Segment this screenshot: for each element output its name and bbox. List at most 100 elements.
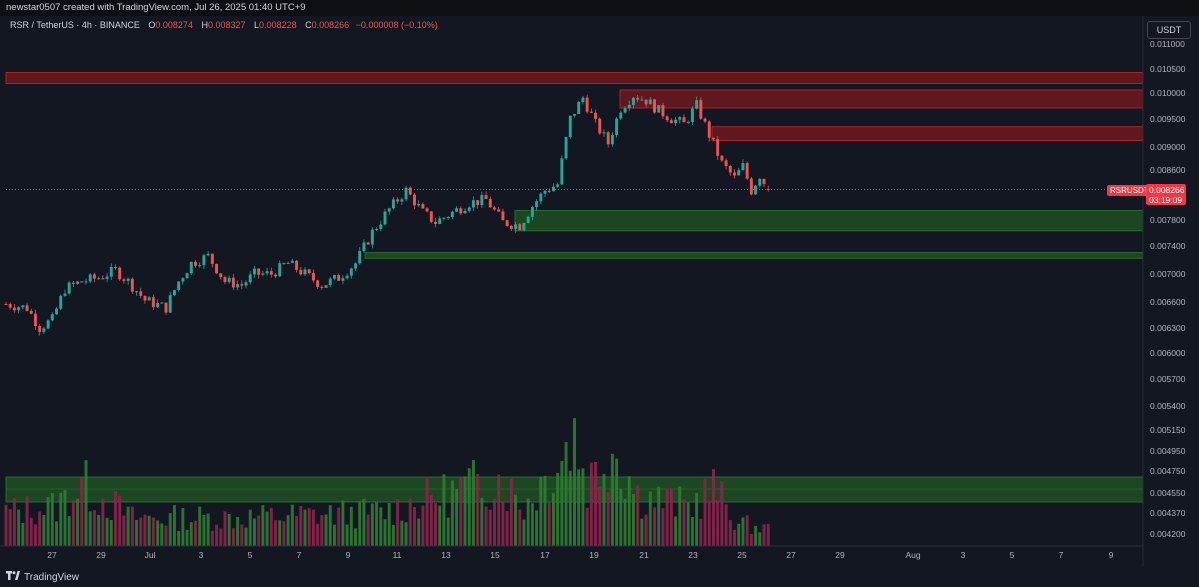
price-tick-label: 0.007400 <box>1150 241 1186 251</box>
volume-bar <box>425 478 429 546</box>
candle-body <box>63 293 67 296</box>
candle-body <box>598 118 602 134</box>
volume-bar <box>223 511 227 546</box>
volume-bar <box>370 503 374 546</box>
volume-bar <box>703 479 707 546</box>
volume-bar <box>59 492 63 546</box>
volume-bar <box>362 498 366 546</box>
volume-bar <box>682 498 686 546</box>
open-label: O <box>148 20 156 30</box>
volume-bar <box>240 524 244 546</box>
volume-bar <box>606 491 610 546</box>
currency-button[interactable]: USDT <box>1147 21 1191 39</box>
candle-body <box>257 268 261 275</box>
tradingview-logo-icon <box>6 571 20 583</box>
candle-body <box>88 274 92 282</box>
candle-body <box>172 290 176 296</box>
candle-body <box>307 269 311 274</box>
candle-body <box>383 211 387 225</box>
candle-body <box>50 314 54 321</box>
volume-bar <box>269 507 273 546</box>
candle-body <box>741 163 745 171</box>
candle-body <box>674 119 678 124</box>
volume-bar <box>105 517 109 546</box>
candle-body <box>514 224 518 229</box>
volume-bar <box>349 506 353 546</box>
volume-bar <box>488 509 492 546</box>
volume-bar <box>636 485 640 546</box>
price-chart[interactable]: 0.011000 0.010500 0.010000 0.009500 0.009000… <box>0 0 1199 566</box>
volume-bar <box>442 474 446 546</box>
volume-bar <box>560 460 564 546</box>
volume-bar <box>38 511 42 546</box>
candle-body <box>311 273 315 281</box>
candle-body <box>274 274 277 277</box>
volume-bar <box>189 522 193 546</box>
time-axis[interactable]: 27 29 Jul 3 5 7 9 11 13 15 17 19 21 23 25 27 29 Aug 3 5 7 9 <box>47 550 1113 560</box>
candle-body <box>362 242 366 251</box>
time-tick-label: 27 <box>786 550 796 560</box>
candle-body <box>379 224 383 229</box>
last-price-tag: 0.008266 03:19:09 <box>1146 184 1186 205</box>
time-tick-label: 9 <box>346 550 351 560</box>
candle-body <box>269 271 273 275</box>
volume-bar <box>118 495 122 546</box>
volume-bar <box>573 418 576 546</box>
volume-bar <box>126 506 130 546</box>
candle-body <box>198 265 202 267</box>
candle-body <box>560 158 564 185</box>
candle-body <box>413 194 416 206</box>
volume-bar <box>404 522 408 546</box>
volume-bar <box>455 489 459 546</box>
volume-bar <box>109 519 113 546</box>
volume-bar <box>299 505 303 546</box>
volume-bar <box>518 509 522 546</box>
tradingview-brand[interactable]: TradingView <box>6 571 79 583</box>
volume-bar <box>509 478 513 546</box>
volume-bar <box>758 532 762 546</box>
candle-body <box>404 187 408 200</box>
candle-body <box>665 116 669 121</box>
bar-countdown: 03:19:09 <box>1149 195 1183 205</box>
volume-bar <box>383 519 387 546</box>
volume-bar <box>627 476 631 546</box>
volume-bar <box>623 498 627 546</box>
price-tick-label: 0.010000 <box>1150 88 1186 98</box>
candle-body <box>610 134 614 145</box>
volume-bar <box>328 505 332 546</box>
candle-body <box>446 217 450 219</box>
volume-bar <box>25 496 29 546</box>
candle-body <box>455 208 459 212</box>
volume-bar <box>244 527 248 546</box>
volume-bar <box>12 498 16 546</box>
candle-body <box>219 273 223 278</box>
candle-body <box>109 266 113 277</box>
volume-bar <box>295 515 299 546</box>
candle-body <box>707 121 711 138</box>
candle-body <box>699 100 703 119</box>
price-tick-label: 0.004550 <box>1150 488 1186 498</box>
candle-body <box>636 97 640 100</box>
candle-body <box>644 99 648 105</box>
volume-bar <box>530 503 534 546</box>
volume-bar <box>678 486 682 546</box>
volume-bar <box>695 492 699 546</box>
candle-body <box>488 198 492 208</box>
symbol-name: RSR / TetherUS · 4h · BINANCE <box>10 20 140 30</box>
zones-layer <box>5 72 1144 259</box>
price-axis[interactable]: 0.011000 0.010500 0.010000 0.009500 0.009000… <box>1150 39 1186 539</box>
volume-bar <box>459 477 463 546</box>
candle-body <box>290 260 294 263</box>
candle-body <box>185 273 189 279</box>
volume-bar <box>122 515 126 546</box>
volume-bar <box>429 494 433 546</box>
volume-bar <box>602 473 606 546</box>
candle-body <box>450 211 454 218</box>
candle-body <box>358 250 362 264</box>
candle-body <box>42 328 46 332</box>
price-tick-label: 0.009500 <box>1150 114 1186 124</box>
time-tick-label: 5 <box>248 550 253 560</box>
candle-body <box>551 186 555 192</box>
candle-body <box>543 190 547 194</box>
volume-bar <box>421 505 425 546</box>
